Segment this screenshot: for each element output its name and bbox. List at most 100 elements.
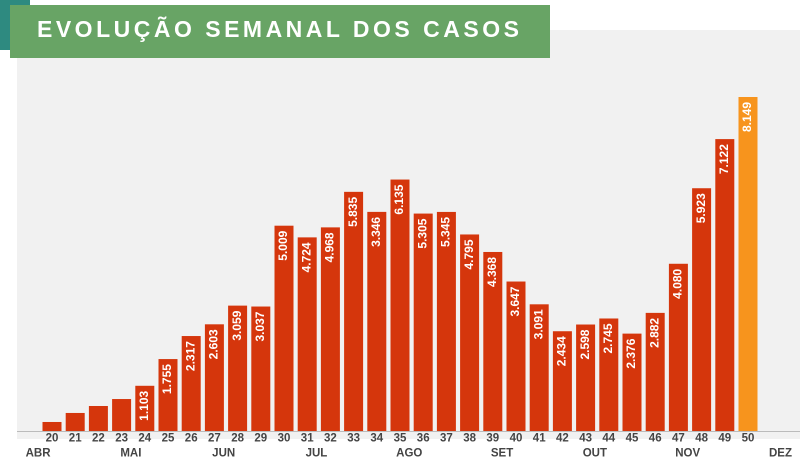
x-tick-label: 44	[602, 433, 615, 445]
bar	[738, 97, 758, 431]
bar	[251, 306, 271, 431]
bar	[622, 333, 642, 431]
month-label: SET	[491, 448, 513, 460]
x-tick-label: 35	[394, 433, 407, 445]
month-label: JUL	[306, 448, 328, 460]
bar	[552, 331, 572, 431]
bar	[576, 324, 596, 431]
x-tick-label: 45	[626, 433, 639, 445]
x-tick-label: 20	[46, 433, 59, 445]
bar	[88, 405, 108, 431]
bar	[228, 305, 248, 431]
value-label: 7.122	[717, 144, 731, 174]
value-label: 3.647	[508, 286, 522, 316]
bar	[390, 179, 410, 431]
bar	[274, 225, 294, 431]
bar	[367, 211, 387, 431]
value-label: 3.091	[531, 309, 545, 339]
x-tick-label: 39	[486, 433, 499, 445]
bar	[529, 304, 549, 431]
title-banner	[10, 5, 550, 58]
bar	[181, 336, 201, 431]
x-tick-label: 31	[301, 433, 314, 445]
x-tick-label: 26	[185, 433, 198, 445]
x-tick-label: 32	[324, 433, 337, 445]
bar	[135, 385, 155, 431]
x-tick-label: 50	[742, 433, 755, 445]
value-label: 3.037	[253, 311, 267, 341]
bar	[158, 359, 178, 431]
bar	[42, 421, 62, 431]
x-tick-label: 47	[672, 433, 685, 445]
chart-title: EVOLUÇÃO SEMANAL DOS CASOS	[37, 15, 522, 42]
bar	[65, 412, 85, 431]
x-tick-label: 34	[370, 433, 383, 445]
value-label: 1.103	[137, 390, 151, 420]
x-tick-label: 22	[92, 433, 105, 445]
value-label: 2.598	[578, 329, 592, 359]
x-tick-label: 38	[463, 433, 476, 445]
bar	[297, 237, 317, 431]
value-label: 5.835	[346, 197, 360, 227]
value-label: 4.795	[462, 239, 476, 269]
x-tick-label: 46	[649, 433, 662, 445]
x-tick-label: 21	[69, 433, 82, 445]
value-label: 5.345	[439, 217, 453, 247]
value-label: 4.724	[299, 242, 313, 272]
bar	[668, 263, 688, 431]
bar	[436, 211, 456, 431]
bar	[692, 188, 712, 431]
x-tick-label: 49	[718, 433, 731, 445]
value-label: 5.009	[276, 230, 290, 260]
x-tick-label: 37	[440, 433, 453, 445]
value-label: 4.080	[671, 268, 685, 298]
value-label: 4.968	[323, 232, 337, 262]
bar	[204, 324, 224, 431]
x-tick-label: 40	[510, 433, 523, 445]
value-label: 2.882	[647, 318, 661, 348]
bar	[483, 251, 503, 431]
x-tick-label: 25	[162, 433, 175, 445]
bar	[506, 281, 526, 431]
x-tick-label: 42	[556, 433, 569, 445]
month-label: DEZ	[769, 448, 792, 460]
bar	[413, 213, 433, 431]
value-label: 2.745	[601, 323, 615, 353]
x-tick-label: 48	[695, 433, 708, 445]
x-tick-label: 23	[115, 433, 128, 445]
x-tick-label: 36	[417, 433, 430, 445]
month-label: AGO	[396, 448, 422, 460]
value-label: 8.149	[740, 102, 754, 132]
bar	[460, 234, 480, 431]
value-label: 5.923	[694, 193, 708, 223]
value-label: 5.305	[415, 218, 429, 248]
bar	[320, 227, 340, 431]
bar	[599, 318, 619, 431]
value-label: 2.317	[183, 341, 197, 371]
month-label: JUN	[212, 448, 235, 460]
x-tick-label: 43	[579, 433, 592, 445]
month-label: NOV	[675, 448, 700, 460]
x-tick-label: 27	[208, 433, 221, 445]
value-label: 4.368	[485, 257, 499, 287]
x-tick-label: 41	[533, 433, 546, 445]
x-tick-label: 24	[138, 433, 151, 445]
value-label: 3.346	[369, 217, 383, 247]
x-tick-label: 30	[278, 433, 291, 445]
bar	[344, 191, 364, 431]
x-tick-label: 33	[347, 433, 360, 445]
value-label: 2.603	[207, 329, 221, 359]
month-label: ABR	[26, 448, 52, 460]
value-label: 6.135	[392, 184, 406, 214]
month-label: OUT	[583, 448, 607, 460]
value-label: 2.376	[624, 338, 638, 368]
month-label: MAI	[120, 448, 141, 460]
value-label: 3.059	[230, 310, 244, 340]
x-tick-label: 29	[254, 433, 267, 445]
value-label: 2.434	[555, 336, 569, 366]
value-label: 1.755	[160, 364, 174, 394]
x-tick-label: 28	[231, 433, 244, 445]
bar	[715, 139, 735, 431]
bar	[645, 312, 665, 431]
